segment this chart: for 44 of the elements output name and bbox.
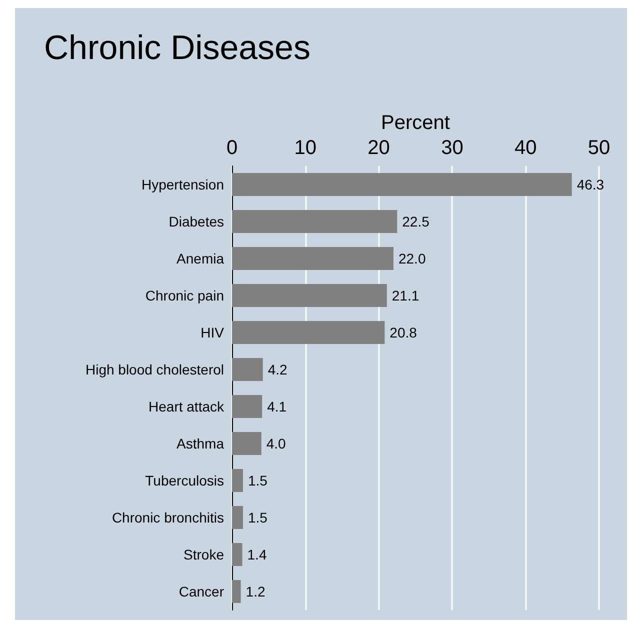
y-tick-label: HIV [200, 324, 225, 340]
data-label: 22.5 [402, 214, 430, 230]
bar [232, 284, 387, 307]
bar [232, 469, 244, 492]
bar [232, 543, 242, 566]
data-label: 4.0 [266, 436, 286, 452]
x-tick-label: 20 [368, 137, 390, 159]
y-tick-label: Cancer [178, 584, 224, 600]
data-label: 1.5 [248, 510, 268, 526]
y-tick-label: Heart attack [148, 398, 225, 414]
y-tick-label: High blood cholesterol [85, 362, 224, 378]
data-label: 1.5 [248, 472, 268, 488]
y-tick-label: Chronic bronchitis [112, 510, 224, 526]
bar [232, 358, 263, 381]
bar [232, 321, 385, 344]
data-label: 46.3 [576, 176, 604, 192]
y-tick-label: Asthma [176, 436, 224, 452]
y-tick-label: Tuberculosis [145, 472, 224, 488]
x-tick-label: 10 [294, 137, 317, 159]
x-tick-label: 0 [226, 137, 238, 159]
x-tick-label: 50 [588, 137, 610, 159]
y-tick-label: Diabetes [168, 214, 224, 230]
x-axis-title: Percent [381, 112, 450, 134]
data-label: 20.8 [390, 324, 418, 340]
data-label: 22.0 [398, 250, 426, 266]
data-label: 4.1 [267, 398, 287, 414]
bar [232, 580, 241, 603]
data-label: 4.2 [268, 362, 288, 378]
bar [232, 210, 398, 233]
chart-title: Chronic Diseases [44, 29, 310, 67]
y-tick-label: Anemia [176, 250, 224, 266]
data-label: 21.1 [392, 288, 420, 304]
bar [232, 247, 394, 270]
bar [232, 432, 262, 455]
data-label: 1.4 [247, 546, 267, 562]
y-tick-label: Hypertension [142, 176, 224, 192]
y-tick-label: Stroke [184, 546, 224, 562]
bar [232, 506, 244, 529]
x-tick-label: 40 [514, 137, 537, 159]
y-tick-label: Chronic pain [145, 288, 224, 304]
data-label: 1.2 [246, 584, 266, 600]
x-tick-label: 30 [441, 137, 464, 159]
bar [232, 173, 572, 196]
bar [232, 395, 262, 418]
